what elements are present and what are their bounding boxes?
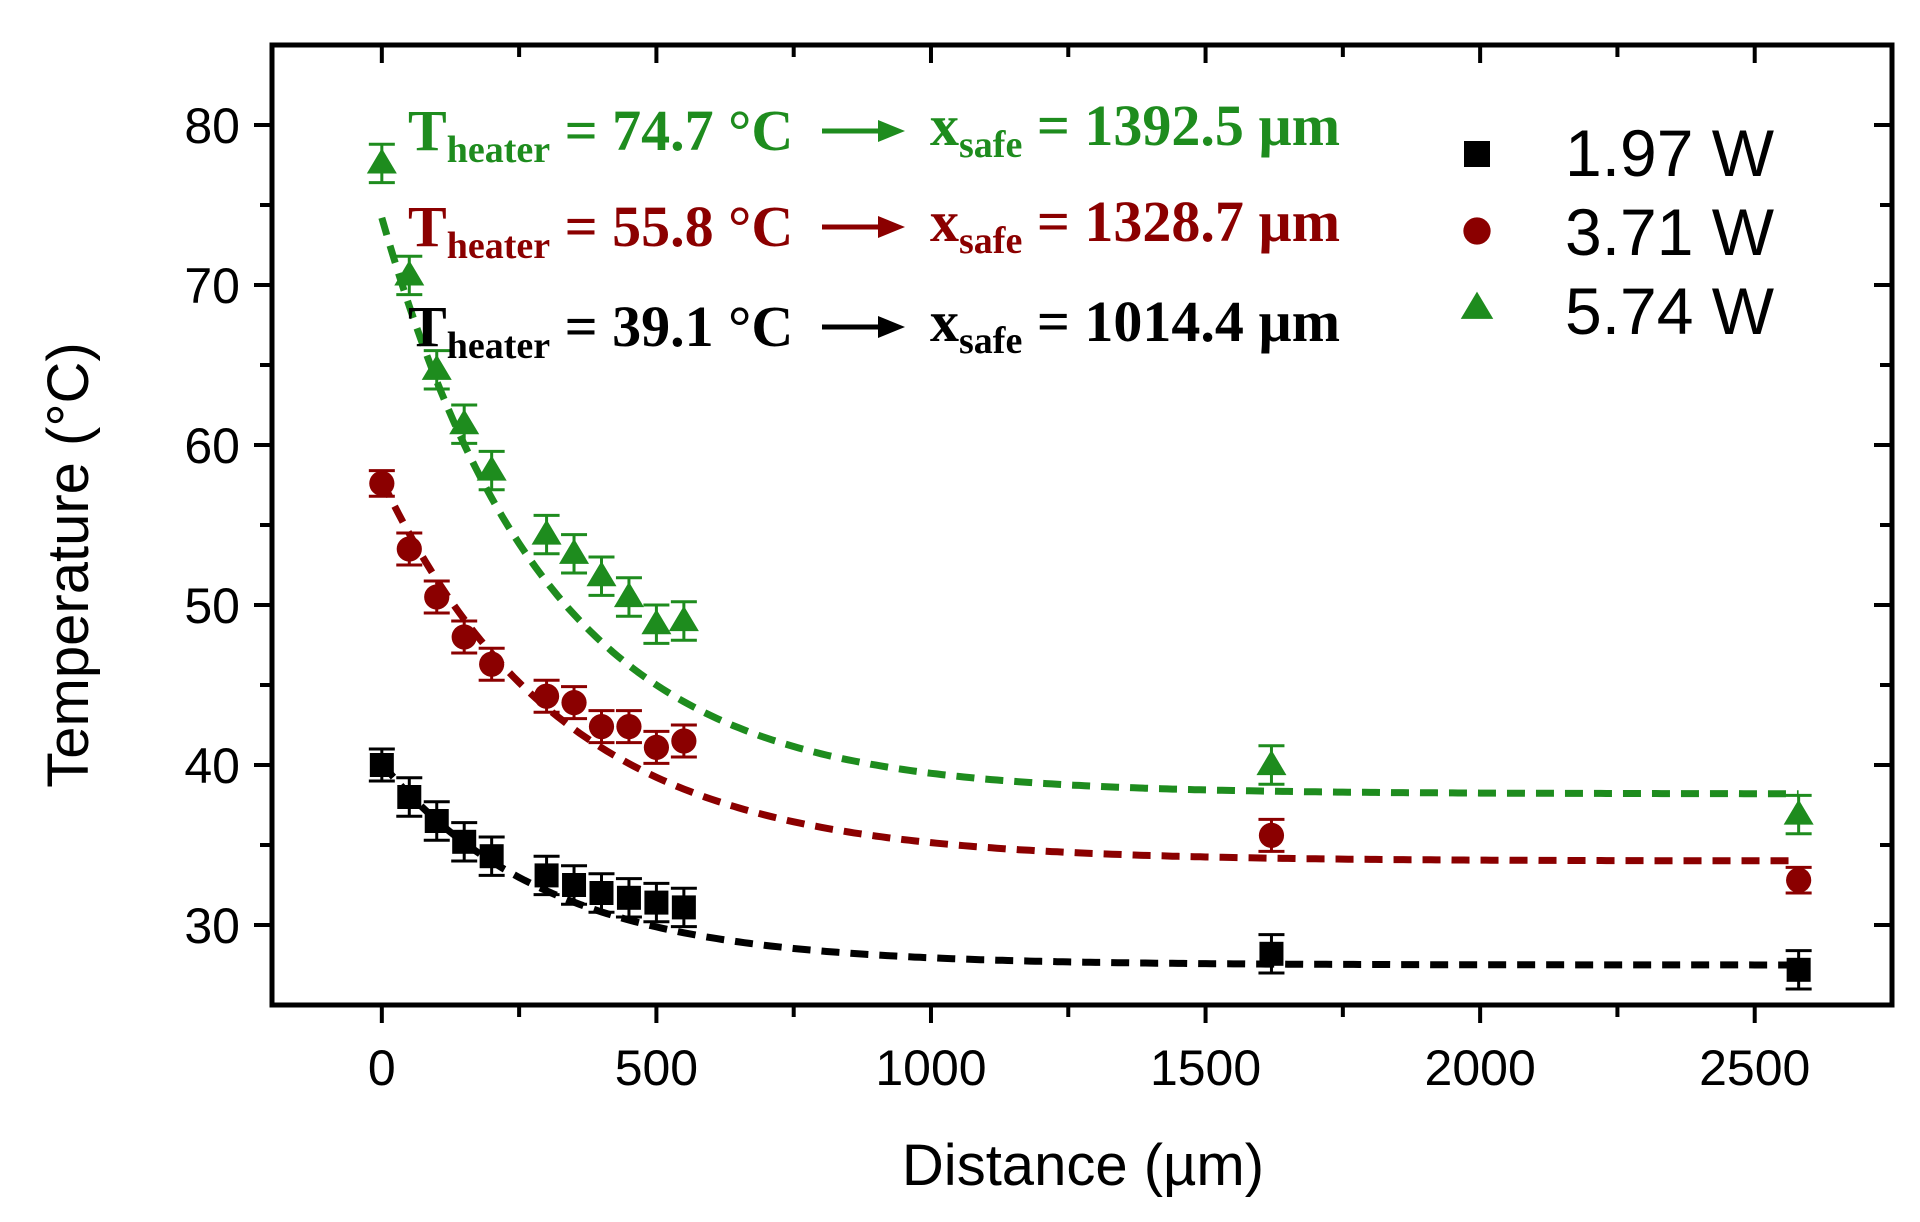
data-point bbox=[451, 624, 477, 650]
triangle-marker bbox=[1460, 291, 1494, 319]
y-tick-label: 60 bbox=[184, 418, 240, 474]
legend-label: 5.74 W bbox=[1565, 274, 1775, 348]
axis-ticks: 0 500 1000 1500 2000 2500 30 40 50 60 70 80 bbox=[184, 45, 1892, 1096]
data-point bbox=[1786, 867, 1812, 893]
circle-marker bbox=[1463, 217, 1491, 245]
x-tick-label: 1500 bbox=[1150, 1040, 1261, 1096]
fit-curve bbox=[378, 478, 1799, 865]
y-tick-label: 50 bbox=[184, 578, 240, 634]
annotation-x-safe: xsafe = 1392.5 µm bbox=[930, 93, 1340, 166]
annotation-t-heater: Theater = 74.7 °C bbox=[408, 98, 793, 171]
x-tick-label: 1000 bbox=[875, 1040, 986, 1096]
data-point bbox=[397, 785, 422, 809]
square-marker bbox=[1464, 141, 1490, 167]
legend: 1.97 W 3.71 W 5.74 W bbox=[1460, 116, 1775, 348]
annotations: Theater = 74.7 °C xsafe = 1392.5 µm Thea… bbox=[408, 93, 1340, 367]
data-point bbox=[643, 734, 670, 761]
annotation-x-safe: xsafe = 1014.4 µm bbox=[930, 289, 1340, 362]
data-point bbox=[531, 519, 562, 545]
data-point bbox=[1258, 822, 1285, 849]
data-point bbox=[476, 455, 507, 481]
data-point bbox=[613, 581, 644, 608]
data-point bbox=[369, 470, 395, 496]
legend-entry-5-74w: 5.74 W bbox=[1460, 274, 1775, 348]
data-point bbox=[1259, 941, 1284, 966]
legend-label: 3.71 W bbox=[1565, 195, 1775, 269]
circle-marker-icon bbox=[1463, 217, 1491, 245]
arrow-head bbox=[878, 120, 905, 142]
legend-label: 1.97 W bbox=[1565, 116, 1775, 190]
data-point bbox=[1256, 749, 1287, 776]
x-tick-label: 0 bbox=[368, 1040, 396, 1096]
annotation-5-74w: Theater = 74.7 °C xsafe = 1392.5 µm bbox=[408, 93, 1340, 171]
data-point bbox=[616, 714, 642, 740]
fit-curves bbox=[378, 216, 1799, 969]
arrow-icon bbox=[822, 216, 905, 238]
data-point bbox=[641, 609, 672, 635]
y-tick-label: 40 bbox=[184, 738, 240, 794]
data-point bbox=[396, 536, 422, 562]
data-point bbox=[588, 714, 615, 740]
data-point bbox=[559, 538, 590, 564]
data-markers bbox=[366, 148, 1814, 982]
data-point bbox=[668, 605, 699, 632]
y-tick-label: 30 bbox=[184, 898, 240, 954]
arrow-icon bbox=[822, 316, 905, 338]
data-point bbox=[534, 863, 559, 888]
data-point bbox=[616, 885, 641, 910]
square-marker-icon bbox=[1464, 141, 1490, 167]
y-axis-title: Temperature (°C) bbox=[36, 342, 101, 787]
arrow-head bbox=[878, 316, 905, 338]
legend-entry-3-71w: 3.71 W bbox=[1463, 195, 1775, 269]
data-point bbox=[424, 809, 449, 833]
data-point bbox=[452, 829, 477, 854]
data-point bbox=[561, 690, 587, 716]
data-point bbox=[449, 409, 480, 435]
data-point bbox=[671, 895, 696, 920]
y-tick-label: 70 bbox=[184, 258, 240, 314]
data-point bbox=[1783, 799, 1814, 825]
annotation-t-heater: Theater = 39.1 °C bbox=[408, 294, 793, 367]
triangle-marker-icon bbox=[1460, 291, 1494, 319]
data-point bbox=[562, 873, 587, 897]
data-point bbox=[586, 561, 617, 587]
x-tick-label: 2500 bbox=[1699, 1040, 1810, 1096]
data-point bbox=[369, 753, 394, 777]
x-tick-label: 500 bbox=[615, 1040, 698, 1096]
y-tick-label: 80 bbox=[184, 98, 240, 154]
data-point bbox=[644, 890, 669, 915]
annotation-1-97w: Theater = 39.1 °C xsafe = 1014.4 µm bbox=[408, 289, 1340, 367]
fit-curve bbox=[379, 761, 1799, 969]
data-point bbox=[1786, 957, 1811, 982]
data-point bbox=[394, 260, 425, 286]
data-point bbox=[589, 881, 614, 905]
data-point bbox=[671, 728, 697, 754]
legend-entry-1-97w: 1.97 W bbox=[1464, 116, 1775, 190]
data-point bbox=[421, 354, 452, 380]
annotation-t-heater: Theater = 55.8 °C bbox=[408, 194, 793, 267]
arrow-head bbox=[878, 216, 905, 238]
annotation-3-71w: Theater = 55.8 °C xsafe = 1328.7 µm bbox=[408, 189, 1340, 267]
x-tick-label: 2000 bbox=[1425, 1040, 1536, 1096]
data-point bbox=[424, 584, 450, 610]
data-point bbox=[533, 683, 560, 709]
data-point bbox=[366, 148, 397, 174]
fit-curve bbox=[378, 216, 1799, 798]
x-axis-title: Distance (µm) bbox=[902, 1133, 1264, 1198]
data-point bbox=[479, 651, 505, 677]
arrow-icon bbox=[822, 120, 905, 142]
data-point bbox=[479, 844, 504, 869]
error-bars bbox=[368, 142, 1812, 991]
annotation-x-safe: xsafe = 1328.7 µm bbox=[930, 189, 1340, 262]
